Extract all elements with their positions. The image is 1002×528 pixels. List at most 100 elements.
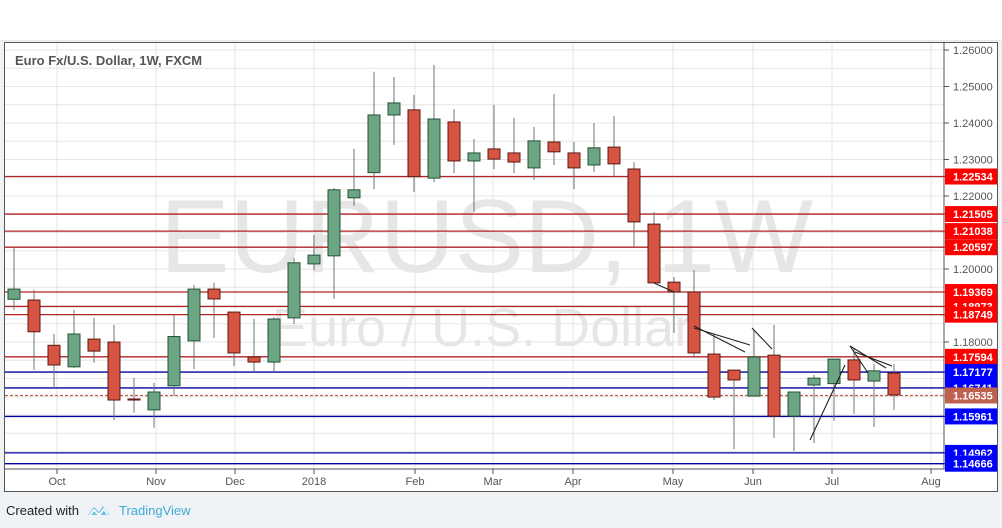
grid bbox=[5, 43, 944, 469]
bullish-candle bbox=[867, 363, 881, 428]
time-axis-label: Oct bbox=[48, 476, 65, 488]
bearish-candle bbox=[887, 363, 901, 410]
trendline[interactable] bbox=[849, 345, 869, 374]
price-tag-label: 1.20597 bbox=[953, 242, 993, 254]
price-tag: 1.17594 bbox=[940, 348, 997, 365]
price-axis-label: 1.20000 bbox=[953, 264, 993, 276]
watermark-description: Euro / U.S. Dollar bbox=[272, 298, 692, 358]
bullish-candle bbox=[527, 127, 541, 180]
bearish-candle bbox=[27, 289, 41, 370]
price-axis-label: 1.26000 bbox=[953, 45, 993, 57]
price-tag-label: 1.17594 bbox=[953, 352, 994, 364]
bearish-candle bbox=[767, 324, 781, 438]
bullish-candle bbox=[67, 309, 81, 368]
price-tag-label: 1.22534 bbox=[953, 172, 994, 184]
price-axis-label: 1.22000 bbox=[953, 191, 993, 203]
price-tag: 1.16535 bbox=[940, 387, 997, 404]
price-tag-label: 1.21038 bbox=[953, 226, 993, 238]
bearish-candle bbox=[547, 94, 561, 165]
bearish-candle bbox=[627, 162, 641, 248]
price-tag-label: 1.16535 bbox=[953, 390, 993, 402]
price-tag-label: 1.18749 bbox=[953, 310, 993, 322]
bearish-candle bbox=[727, 369, 741, 449]
time-axis-label: Aug bbox=[921, 476, 941, 488]
time-axis-label: Apr bbox=[564, 476, 581, 488]
bullish-candle bbox=[147, 382, 161, 428]
bearish-candle bbox=[407, 94, 421, 192]
time-axis-label: 2018 bbox=[302, 476, 326, 488]
price-tag: 1.17177 bbox=[940, 364, 997, 381]
bearish-candle bbox=[707, 333, 721, 401]
trendline[interactable] bbox=[751, 327, 773, 350]
price-tag: 1.20597 bbox=[940, 239, 997, 256]
trendlines[interactable] bbox=[653, 282, 893, 441]
time-axis-label: Dec bbox=[225, 476, 245, 488]
price-axis[interactable]: 1.26000 1.25000 1.24000 1.23000 1.22000 1.200… bbox=[944, 45, 993, 349]
price-tag-label: 1.14666 bbox=[953, 459, 993, 471]
candles bbox=[7, 64, 901, 452]
bearish-candle bbox=[127, 377, 141, 413]
price-tag-label: 1.15961 bbox=[953, 411, 993, 423]
bearish-candle bbox=[247, 319, 261, 372]
trendline[interactable] bbox=[809, 364, 846, 441]
bullish-candle bbox=[787, 391, 801, 452]
trendline[interactable] bbox=[653, 282, 675, 293]
price-tag: 1.18749 bbox=[940, 306, 997, 323]
bearish-candle bbox=[487, 104, 501, 169]
bearish-candle bbox=[47, 333, 61, 388]
price-tag-label: 1.21505 bbox=[953, 209, 993, 221]
price-tag: 1.22534 bbox=[940, 168, 997, 185]
bullish-candle bbox=[267, 317, 281, 372]
price-axis-label: 1.24000 bbox=[953, 118, 993, 130]
time-axis-label: Jul bbox=[825, 476, 839, 488]
time-axis-label: Jun bbox=[744, 476, 762, 488]
bullish-candle bbox=[427, 64, 441, 183]
watermark-symbol: EURUSD, 1W bbox=[160, 179, 813, 295]
time-axis-label: Feb bbox=[406, 476, 425, 488]
watermark: EURUSD, 1W Euro / U.S. Dollar bbox=[160, 179, 813, 358]
bearish-candle bbox=[227, 311, 241, 367]
trendline[interactable] bbox=[693, 325, 746, 353]
time-axis-label: Nov bbox=[146, 476, 166, 488]
price-tag: 1.19369 bbox=[940, 284, 997, 301]
price-axis-label: 1.25000 bbox=[953, 82, 993, 94]
bullish-candle bbox=[827, 358, 841, 421]
bullish-candle bbox=[7, 247, 21, 310]
bearish-candle bbox=[647, 212, 661, 284]
bearish-candle bbox=[567, 141, 581, 190]
time-axis[interactable]: Oct Nov Dec 2018 Feb Mar Apr May Jun Jul Aug bbox=[48, 469, 941, 488]
bullish-candle bbox=[287, 258, 301, 325]
bullish-candle bbox=[167, 314, 181, 397]
price-axis-label: 1.18000 bbox=[953, 337, 993, 349]
tradingview-link[interactable]: TradingView bbox=[118, 502, 191, 518]
price-tag: 1.21038 bbox=[940, 223, 997, 240]
bullish-candle bbox=[307, 235, 321, 271]
time-axis-label: Mar bbox=[484, 476, 503, 488]
time-axis-label: May bbox=[663, 476, 684, 488]
bearish-candle bbox=[87, 317, 101, 363]
bullish-candle bbox=[387, 77, 401, 145]
bullish-candle bbox=[347, 148, 361, 206]
price-tag: 1.14666 bbox=[940, 455, 997, 472]
price-tag-label: 1.17177 bbox=[953, 367, 993, 379]
bearish-candle bbox=[107, 324, 121, 421]
price-tag: 1.21505 bbox=[940, 206, 997, 223]
bullish-candle bbox=[367, 71, 381, 190]
bearish-candle bbox=[507, 117, 521, 174]
price-tag: 1.15961 bbox=[940, 408, 997, 425]
tradingview-logo-icon[interactable] bbox=[87, 502, 111, 518]
price-tag-label: 1.19369 bbox=[953, 287, 993, 299]
bearish-candle bbox=[447, 109, 461, 174]
bullish-candle bbox=[747, 329, 761, 397]
footer: Created with TradingView bbox=[6, 502, 191, 518]
bullish-candle bbox=[187, 285, 201, 370]
trendline[interactable] bbox=[854, 351, 893, 367]
bullish-candle bbox=[587, 123, 601, 172]
bullish-candle bbox=[327, 187, 341, 299]
bearish-candle bbox=[687, 270, 701, 359]
chart-title: Euro Fx/U.S. Dollar, 1W, FXCM bbox=[15, 53, 203, 68]
created-with-label: Created with bbox=[6, 502, 79, 518]
bullish-candle bbox=[467, 139, 481, 213]
price-tags: 1.225341.215051.210381.205971.193691.189… bbox=[940, 168, 997, 472]
